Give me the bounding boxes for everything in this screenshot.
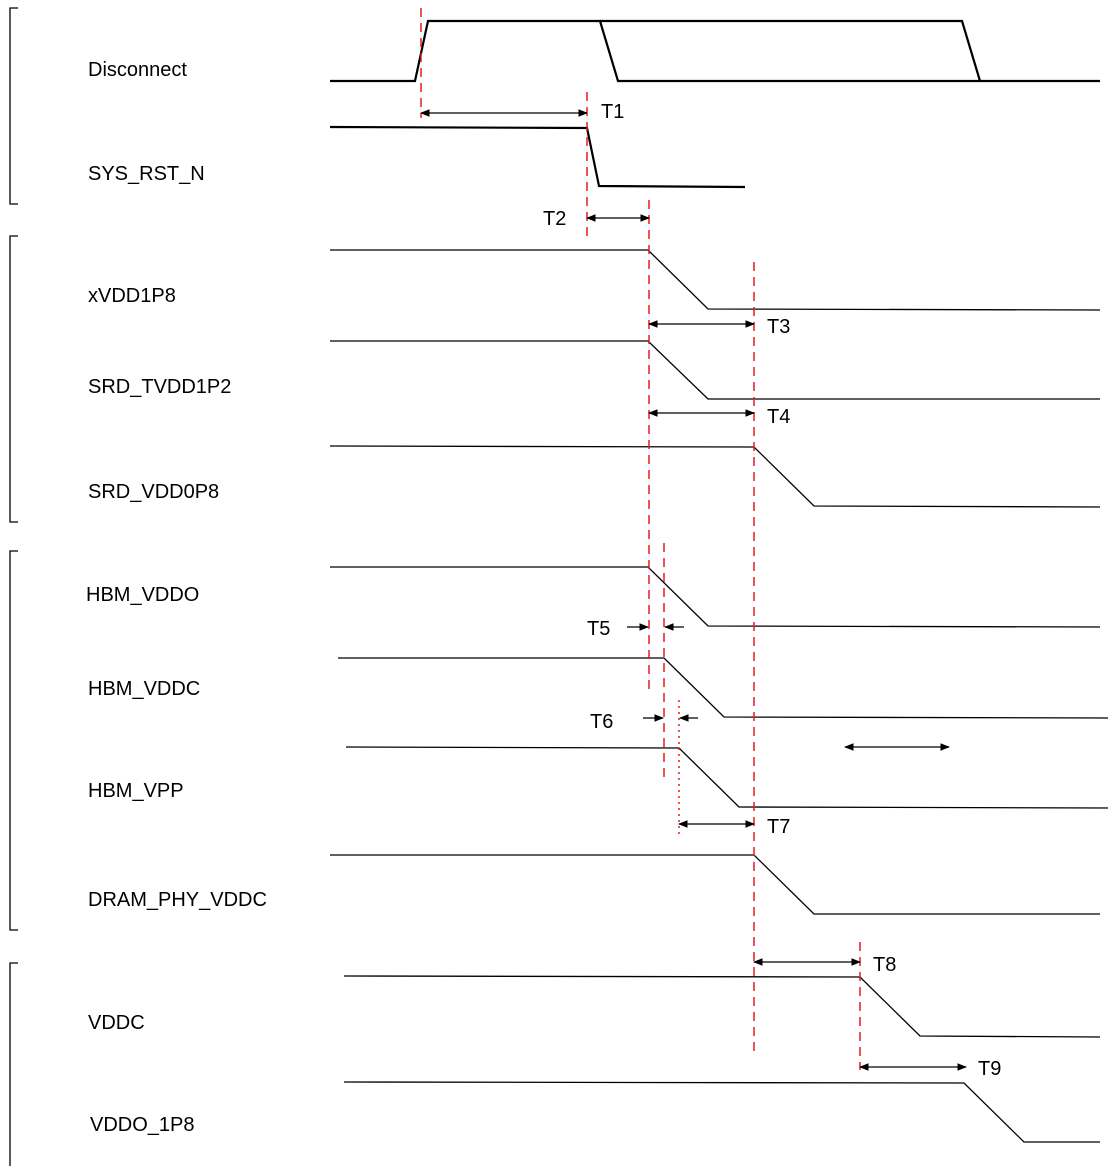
waveform-disconnect (330, 19, 1100, 83)
timing-label-t5: T5 (587, 618, 610, 640)
group-bracket-serdes (9, 235, 18, 523)
signal-label-disconnect: Disconnect (88, 59, 187, 81)
waveform-sys-rst-n (329, 125, 746, 189)
signal-label-hbm-vpp: HBM_VPP (88, 780, 184, 802)
waveform-vddc (343, 975, 1101, 1038)
waveform-dram-phy-vddc (330, 854, 1100, 915)
timing-label-t9: T9 (978, 1058, 1001, 1080)
group-bracket-control (9, 7, 18, 205)
timing-label-t1: T1 (601, 101, 624, 123)
signal-label-vddo-1p8: VDDO_1P8 (90, 1114, 195, 1136)
waveform-srd-vdd0p8 (329, 445, 1101, 508)
signal-label-vddc: VDDC (88, 1012, 145, 1034)
signal-label-srd-tvdd1p2: SRD_TVDD1P2 (88, 376, 231, 398)
waveform-hbm-vddc (338, 657, 1109, 719)
timing-label-t2: T2 (543, 208, 566, 230)
group-bracket-core (9, 962, 18, 1166)
waveform-xvdd1p8 (330, 249, 1101, 311)
waveform-hbm-vddo (330, 566, 1101, 628)
timing-label-t3: T3 (767, 316, 790, 338)
signal-label-dram-phy-vddc: DRAM_PHY_VDDC (88, 889, 267, 911)
signal-label-xvdd1p8: xVDD1P8 (88, 285, 176, 307)
timing-label-t6: T6 (590, 711, 613, 733)
signal-label-srd-vdd0p8: SRD_VDD0P8 (88, 481, 219, 503)
signal-label-hbm-vddo: HBM_VDDO (86, 584, 199, 606)
timing-label-t8: T8 (873, 954, 896, 976)
waveform-srd-tvdd1p2 (330, 340, 1100, 400)
waveform-vddo-1p8 (343, 1081, 1100, 1143)
signal-label-hbm-vddc: HBM_VDDC (88, 678, 200, 700)
timing-label-t4: T4 (767, 406, 790, 428)
group-bracket-hbm (9, 550, 18, 931)
waveform-disconnect-fall (600, 19, 982, 82)
signal-label-sys-rst-n: SYS_RST_N (88, 163, 205, 185)
timing-label-t7: T7 (767, 816, 790, 838)
waveform-hbm-vpp (345, 746, 1109, 809)
